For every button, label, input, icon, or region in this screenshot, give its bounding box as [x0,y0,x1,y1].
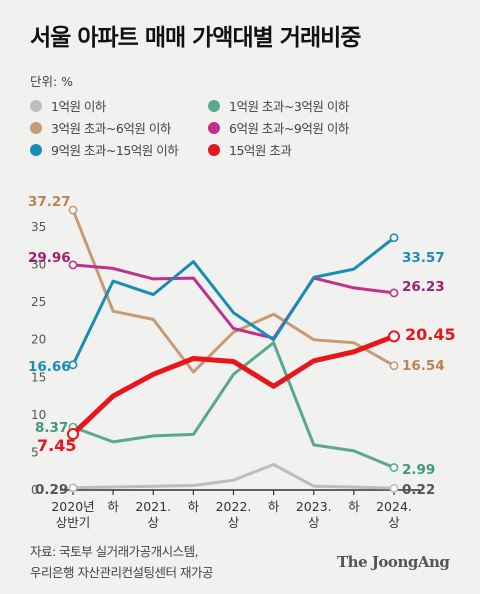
unit-label: 단위: % [30,74,74,89]
data-label: 29.96 [28,250,71,266]
data-label: 20.45 [405,325,456,344]
data-point-marker [389,233,399,243]
data-label: 7.45 [37,436,76,455]
data-point-marker [68,360,78,370]
x-tick-label: 2021. [135,499,171,514]
y-tick-label: 35 [31,220,46,234]
series-line [71,263,396,340]
legend-marker-icon [208,121,220,134]
series-line [71,463,396,490]
legend: 1억원 이하 1억원 초과~3억원 이하 3억원 초과~6억원 이하 6억원 초… [30,96,470,162]
chart-title: 서울 아파트 매매 가액대별 거래비중 [30,25,361,51]
y-tick-label: 0 [31,483,39,497]
data-label: 2.99 [402,462,435,478]
data-label: 0.29 [35,482,68,498]
data-label: 33.57 [402,250,445,266]
data-label: 26.23 [402,279,445,295]
data-label: 37.27 [28,194,71,210]
data-point-marker [68,205,78,215]
legend-marker-icon [30,143,42,156]
y-tick-label: 15 [31,370,46,384]
data-point-marker [389,483,399,493]
x-tick-label: 하 [348,499,360,514]
legend-marker-icon [208,99,220,112]
legend-item: 15억원 초과 [208,140,292,159]
x-tick-label: 상 [308,515,320,530]
x-tick-label: 하 [268,499,280,514]
data-point-marker [68,483,78,493]
x-tick-label: 2020년 [51,499,94,514]
data-point-marker [389,288,399,298]
source-line: 자료: 국토부 실거래가공개시스템, [30,544,199,559]
y-tick-label: 10 [31,408,46,422]
y-tick-label: 5 [31,445,39,459]
x-tick-label: 하 [107,499,119,514]
legend-label: 15억원 초과 [229,143,292,158]
series-line [71,236,396,367]
series-line [70,333,397,437]
source-note: 자료: 국토부 실거래가공개시스템, 우리은행 자산관리컨설팅센터 재가공 [30,541,213,583]
series-line [71,208,396,374]
legend-label: 1억원 이하 [51,99,106,114]
legend-label: 3억원 초과~6억원 이하 [51,121,171,136]
x-tick-label: 2023. [296,499,332,514]
legend-item: 1억원 초과~3억원 이하 [208,96,349,115]
legend-item: 1억원 이하 [30,96,106,115]
y-tick-label: 30 [31,258,46,272]
x-tick-label: 상 [388,515,400,530]
data-label: 8.37 [35,420,68,436]
source-line: 우리은행 자산관리컨설팅센터 재가공 [30,565,213,580]
legend-item: 9억원 초과~15억원 이하 [30,140,179,159]
legend-marker-icon [30,99,42,112]
y-tick-label: 25 [31,295,46,309]
x-tick-label: 2022. [216,499,252,514]
data-point-marker [68,260,78,270]
x-tick-label: 하 [188,499,200,514]
legend-label: 9억원 초과~15억원 이하 [51,143,179,158]
data-point-marker [389,463,399,472]
legend-marker-icon [30,121,42,134]
data-point-marker [67,428,79,441]
data-point-marker [389,361,399,371]
legend-item: 3억원 초과~6억원 이하 [30,118,171,137]
legend-label: 6억원 초과~9억원 이하 [229,121,349,136]
y-tick-label: 20 [31,333,46,347]
data-label: 16.66 [28,359,71,375]
data-label: 16.54 [402,358,445,374]
brand-logo: The JoongAng [337,553,450,571]
data-point-marker [388,330,400,343]
legend-item: 6억원 초과~9억원 이하 [208,118,349,137]
x-tick-label: 2024. [376,499,412,514]
x-tick-label: 상 [147,515,159,530]
x-tick-label: 상반기 [56,515,91,530]
series-line [71,341,396,469]
x-tick-label: 상 [228,515,240,530]
legend-label: 1억원 초과~3억원 이하 [229,99,349,114]
data-label: 0.22 [402,482,435,498]
legend-marker-icon [208,143,220,156]
